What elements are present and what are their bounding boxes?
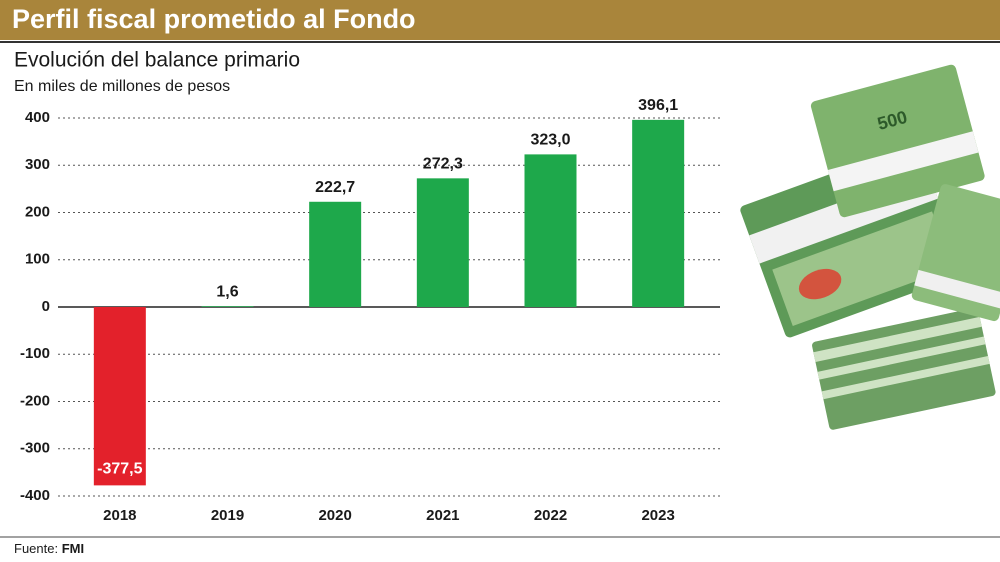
value-label: -377,5 <box>97 461 142 478</box>
bar <box>524 154 577 307</box>
y-tick-label: -200 <box>20 392 50 409</box>
header-bar <box>0 0 1000 40</box>
source-name: FMI <box>62 541 84 556</box>
value-label: 272,3 <box>423 156 463 173</box>
x-tick-label: 2023 <box>641 507 674 524</box>
x-tick-label: 2021 <box>426 507 459 524</box>
x-tick-label: 2019 <box>211 507 244 524</box>
bar <box>632 119 685 308</box>
source-label: Fuente: <box>14 541 58 556</box>
value-label: 396,1 <box>638 97 678 114</box>
chart-title: Perfil fiscal prometido al Fondo <box>12 4 416 34</box>
value-label: 222,7 <box>315 179 355 196</box>
y-axis-label: En miles de millones de pesos <box>14 78 230 95</box>
bar <box>416 178 469 307</box>
source: Fuente: FMI <box>14 541 84 556</box>
x-tick-label: 2018 <box>103 507 136 524</box>
value-label: 323,0 <box>530 132 570 149</box>
y-tick-label: 0 <box>42 298 50 315</box>
y-tick-label: 200 <box>25 203 50 220</box>
bar <box>309 201 362 307</box>
y-tick-label: 400 <box>25 109 50 126</box>
y-tick-label: -100 <box>20 345 50 362</box>
y-tick-label: -400 <box>20 487 50 504</box>
y-tick-label: -300 <box>20 440 50 457</box>
chart-subtitle: Evolución del balance primario <box>14 49 300 72</box>
bar <box>201 306 254 307</box>
bar <box>93 307 146 486</box>
y-tick-label: 300 <box>25 156 50 173</box>
y-tick-label: 100 <box>25 251 50 268</box>
x-tick-label: 2020 <box>318 507 351 524</box>
x-tick-label: 2022 <box>534 507 567 524</box>
money-illustration: 500 <box>740 64 1000 430</box>
value-label: 1,6 <box>216 283 238 300</box>
